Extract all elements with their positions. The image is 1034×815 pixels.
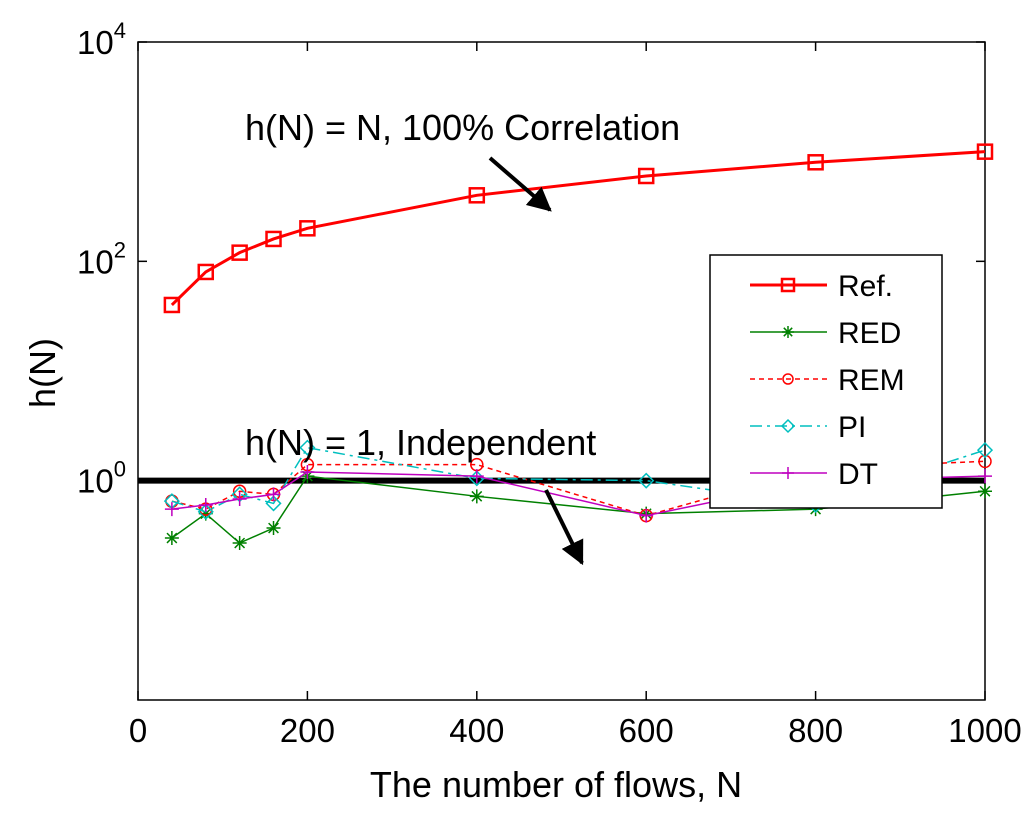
legend-label-3: PI	[838, 411, 866, 444]
x-tick-label-3: 600	[619, 712, 674, 749]
x-tick-label-5: 1000	[948, 712, 1021, 749]
data-point-4-3	[267, 487, 281, 501]
x-tick-label-1: 200	[280, 712, 335, 749]
x-tick-label-2: 400	[449, 712, 504, 749]
data-point-1-3	[267, 521, 281, 535]
annotation-1: h(N) = 1, Independent	[245, 422, 596, 463]
legend-label-4: DT	[838, 458, 878, 491]
legend-label-1: RED	[838, 317, 901, 350]
data-point-1-8	[978, 484, 992, 498]
x-axis-title: The number of flows, N	[370, 764, 742, 805]
data-point-4-6	[639, 509, 653, 523]
data-point-1-0	[165, 531, 179, 545]
legend-box	[710, 255, 942, 508]
y-axis-title: h(N)	[22, 338, 63, 408]
legend-marker-1	[782, 326, 794, 338]
x-tick-label-0: 0	[129, 712, 147, 749]
annotation-arrow-1	[546, 490, 582, 563]
annotation-0: h(N) = N, 100% Correlation	[245, 107, 680, 148]
legend-label-0: Ref.	[838, 270, 893, 303]
y-tick-label-1: 102	[77, 237, 126, 280]
y-tick-label-2: 104	[77, 18, 126, 61]
y-tick-label-0: 100	[77, 457, 126, 500]
annotation-arrow-0	[490, 158, 550, 210]
x-tick-label-4: 800	[788, 712, 843, 749]
legend-label-2: REM	[838, 364, 905, 397]
data-point-1-5	[470, 489, 484, 503]
